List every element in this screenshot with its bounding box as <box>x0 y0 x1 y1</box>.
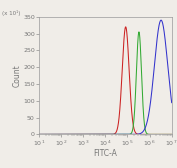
Text: (x 10¹): (x 10¹) <box>2 10 20 16</box>
Y-axis label: Count: Count <box>13 64 22 87</box>
X-axis label: FITC-A: FITC-A <box>93 149 117 158</box>
